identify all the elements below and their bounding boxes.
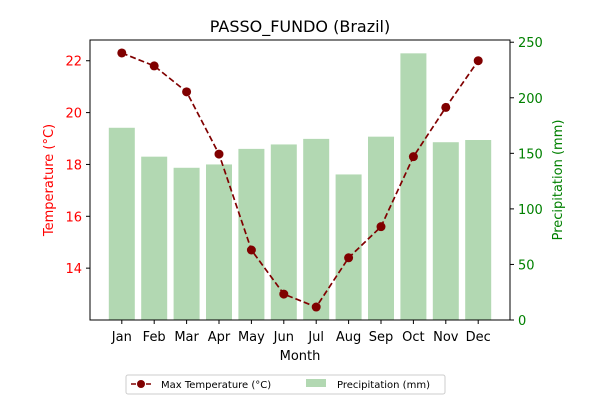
right-axis-ticks: 0 50 100 150 200 250	[510, 36, 543, 329]
plot-frame	[89, 39, 511, 321]
temp-point-may	[246, 245, 256, 255]
x-tick-label: May	[238, 330, 265, 345]
precip-bar-aug	[335, 174, 362, 320]
precip-bar-jan	[108, 127, 135, 321]
legend-marker-swatch	[137, 380, 145, 388]
temperature-line	[121, 52, 479, 309]
right-tick-label: 100	[518, 203, 543, 218]
left-tick-label: 16	[65, 210, 82, 225]
left-axis-label: Temperature (°C)	[42, 124, 57, 237]
legend: Max Temperature (°C) Precipitation (mm)	[125, 374, 446, 395]
left-tick-label: 20	[65, 107, 82, 122]
temp-point-feb	[149, 61, 159, 71]
left-tick-label: 14	[65, 262, 82, 277]
temp-point-dec	[473, 56, 483, 66]
x-tick-label: Mar	[174, 330, 199, 345]
precip-bar-feb	[141, 156, 168, 320]
left-axis-ticks: 14 16 18 20 22	[65, 55, 90, 277]
temp-point-oct	[408, 152, 418, 162]
precip-bars	[108, 53, 492, 321]
temp-point-apr	[214, 149, 224, 159]
x-axis-label: Month	[280, 349, 321, 364]
precip-bar-nov	[432, 142, 459, 320]
right-tick-label: 50	[518, 258, 535, 273]
x-tick-label: Apr	[208, 330, 231, 345]
precip-bar-may	[238, 148, 265, 320]
right-tick-label: 200	[518, 92, 543, 107]
temp-point-aug	[344, 253, 354, 263]
x-tick-label: Jul	[307, 330, 324, 345]
legend-bar-swatch	[306, 379, 326, 387]
legend-box	[125, 374, 446, 395]
temp-point-mar	[182, 87, 192, 97]
right-axis-label: Precipitation (mm)	[551, 120, 566, 241]
temp-point-nov	[441, 102, 451, 112]
right-tick-label: 150	[518, 147, 543, 162]
precip-bar-apr	[206, 164, 232, 320]
right-tick-label: 250	[518, 36, 543, 51]
legend-label-temperature: Max Temperature (°C)	[161, 380, 271, 391]
x-tick-label: Nov	[433, 330, 459, 345]
chart-title: PASSO_FUNDO (Brazil)	[210, 17, 391, 37]
x-tick-label: Jan	[111, 330, 132, 345]
left-tick-label: 22	[65, 55, 82, 70]
precip-bar-dec	[465, 140, 492, 320]
temperature-line-series	[117, 48, 483, 312]
temp-point-jun	[279, 289, 289, 299]
x-tick-label: Feb	[143, 330, 166, 345]
temp-point-jan	[117, 48, 127, 58]
precip-bar-mar	[173, 167, 200, 320]
precip-bar-jul	[303, 138, 330, 320]
legend-label-precipitation: Precipitation (mm)	[337, 380, 430, 391]
x-tick-label: Sep	[369, 330, 394, 345]
x-tick-label: Oct	[402, 330, 424, 345]
temp-point-jul	[311, 302, 321, 312]
temp-point-sep	[376, 222, 386, 232]
precip-bar-oct	[400, 53, 427, 320]
x-tick-label: Jun	[273, 330, 294, 345]
x-tick-label: Dec	[466, 330, 491, 345]
x-axis-ticks: Jan Feb Mar Apr May Jun Jul Aug Sep Oct Nov Dec	[111, 320, 491, 345]
right-tick-label: 0	[518, 314, 526, 329]
left-tick-label: 18	[65, 158, 82, 173]
x-tick-label: Aug	[336, 330, 361, 345]
